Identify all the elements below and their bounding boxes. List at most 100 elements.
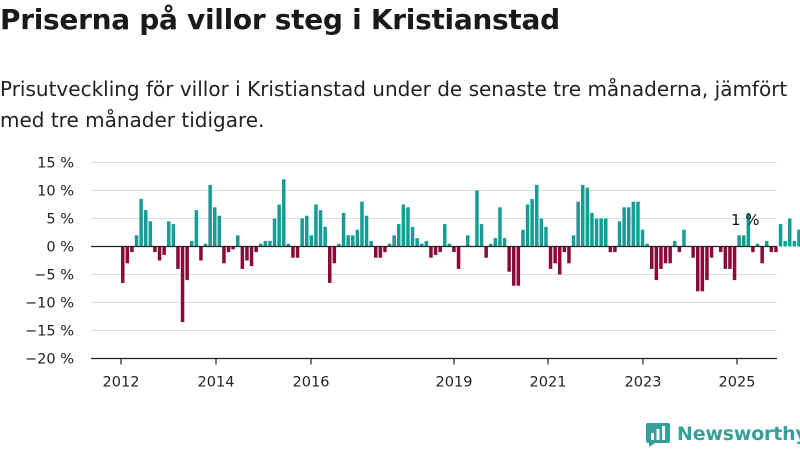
bar: [516, 246, 521, 286]
bar: [236, 235, 240, 247]
bar: [742, 235, 746, 247]
bar: [498, 207, 502, 247]
bar: [144, 210, 148, 247]
bar: [783, 240, 787, 247]
bar: [300, 218, 304, 247]
bar: [723, 246, 728, 269]
bar: [562, 246, 567, 253]
bar: [203, 243, 208, 247]
bar: [429, 246, 433, 258]
bar: [134, 235, 139, 247]
bar: [466, 235, 470, 247]
bar: [447, 243, 452, 247]
bar: [139, 198, 143, 247]
bar: [259, 243, 263, 247]
bar: [314, 204, 318, 247]
bar: [544, 226, 548, 247]
bar: [512, 246, 516, 286]
x-tick-label: 2016: [293, 375, 330, 391]
bar: [249, 246, 254, 267]
axes: 15 % 10 % 5 % 0 % −5 % −10 % −15 % −20 % 2012 201…: [25, 156, 777, 391]
bar: [553, 246, 557, 264]
bar: [663, 246, 668, 264]
bar: [475, 190, 479, 247]
bar: [728, 246, 732, 269]
bar: [254, 246, 258, 253]
bar: [222, 246, 226, 264]
bar: [659, 246, 663, 269]
bar: [765, 240, 769, 247]
bar: [622, 207, 626, 247]
bar: [378, 246, 383, 258]
bar: [272, 218, 277, 247]
bar: [415, 238, 419, 247]
bar: [571, 235, 576, 247]
bar: [157, 246, 162, 261]
bar: [424, 240, 429, 247]
bar: [217, 215, 222, 247]
x-tick-label: 2021: [530, 375, 567, 391]
bar: [640, 229, 645, 247]
bar: [594, 218, 599, 247]
bar: [732, 246, 737, 281]
bar: [240, 246, 245, 269]
bar: [383, 246, 387, 253]
x-tick-label: 2025: [719, 375, 756, 391]
bar: [696, 246, 700, 292]
bar: [567, 246, 571, 264]
bar: [180, 246, 185, 323]
bar: [364, 215, 369, 247]
y-tick-label: −15 %: [25, 324, 74, 340]
bar: [673, 240, 677, 247]
bar: [341, 212, 346, 247]
bar: [535, 184, 539, 247]
bar: [346, 235, 350, 247]
bar: [617, 221, 622, 247]
bar: [525, 204, 530, 247]
bar: [489, 243, 493, 247]
bar: [332, 246, 337, 264]
bar: [539, 218, 544, 247]
bar: [484, 246, 488, 258]
bar: [456, 246, 461, 269]
bar: [226, 246, 231, 253]
bar: [130, 246, 134, 253]
bar: [282, 179, 286, 247]
y-tick-label: −10 %: [25, 296, 74, 312]
gridlines: [91, 162, 777, 359]
bar: [387, 243, 392, 247]
bar: [369, 240, 373, 247]
bar: [401, 204, 406, 247]
chart-title: Priserna på villor steg i Kristianstad: [0, 3, 560, 36]
bar: [231, 246, 235, 250]
bar: [213, 207, 217, 247]
bar: [410, 226, 415, 247]
bar: [318, 210, 323, 247]
bars: [121, 179, 800, 323]
brand-name: Newsworthy: [677, 423, 800, 445]
bar: [433, 246, 438, 255]
y-tick-label: 15 %: [37, 156, 74, 172]
bar: [406, 207, 410, 247]
x-tick-label: 2023: [625, 375, 662, 391]
bar: [521, 229, 525, 247]
bar: [295, 246, 300, 258]
bar: [599, 218, 603, 247]
bar: [797, 229, 800, 247]
x-tick-label: 2012: [103, 375, 140, 391]
bar: [774, 246, 778, 253]
bar: [581, 184, 585, 247]
bar: [268, 240, 272, 247]
bar: [682, 229, 686, 247]
y-tick-label: 10 %: [37, 184, 74, 200]
bar: [650, 246, 654, 269]
bar: [558, 246, 562, 275]
bar: [185, 246, 189, 281]
bar: [627, 207, 631, 247]
bar: [755, 243, 760, 247]
bar: [360, 201, 364, 247]
y-tick-label: −20 %: [25, 352, 74, 368]
bar: [631, 201, 636, 247]
bar: [788, 218, 792, 247]
